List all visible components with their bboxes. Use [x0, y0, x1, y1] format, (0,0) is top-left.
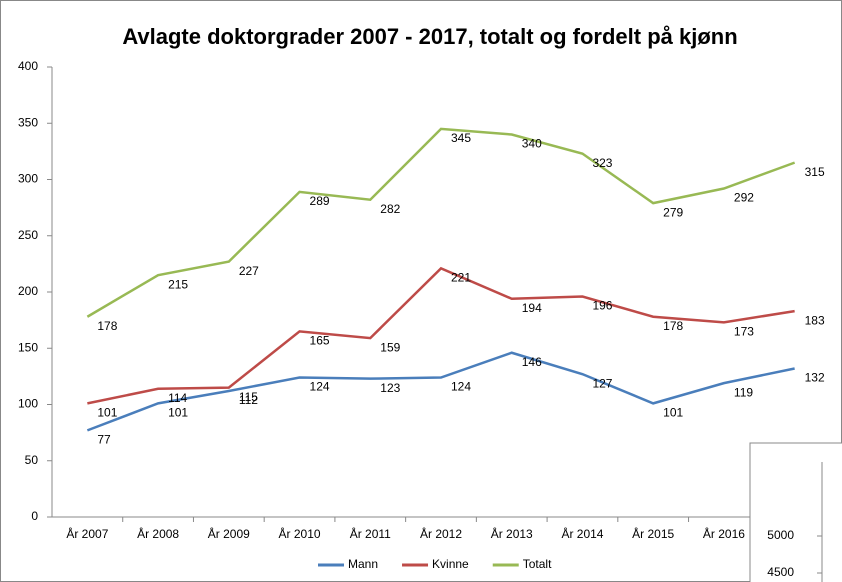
y-tick-label: 100 — [18, 397, 38, 411]
x-tick-label: År 2016 — [703, 526, 745, 541]
data-label: 146 — [522, 355, 542, 369]
data-label: 101 — [168, 406, 188, 420]
x-tick-label: År 2014 — [561, 526, 603, 541]
data-label: 77 — [97, 433, 111, 447]
y-tick-label: 350 — [18, 115, 38, 129]
data-label: 292 — [734, 191, 754, 205]
data-label: 282 — [380, 202, 400, 216]
data-label: 101 — [663, 406, 683, 420]
data-label: 221 — [451, 271, 471, 285]
data-label: 194 — [522, 301, 542, 315]
data-label: 173 — [734, 325, 754, 339]
data-label: 132 — [805, 371, 825, 385]
data-label: 124 — [451, 380, 471, 394]
overlay-y-tick-label: 4500 — [767, 565, 794, 579]
data-label: 227 — [239, 264, 259, 278]
data-label: 345 — [451, 131, 471, 145]
data-label: 101 — [97, 406, 117, 420]
data-label: 323 — [592, 156, 612, 170]
legend-label: Kvinne — [432, 557, 469, 571]
legend-label: Totalt — [523, 557, 552, 571]
data-label: 165 — [310, 334, 330, 348]
x-tick-label: År 2009 — [208, 526, 250, 541]
y-tick-label: 300 — [18, 172, 38, 186]
x-tick-label: År 2015 — [632, 526, 674, 541]
data-label: 123 — [380, 381, 400, 395]
y-tick-label: 400 — [18, 59, 38, 73]
series-line — [87, 266, 795, 405]
series-line — [86, 127, 796, 318]
data-label: 127 — [592, 376, 612, 390]
y-tick-label: 0 — [31, 509, 38, 523]
x-tick-label: År 2011 — [350, 526, 391, 541]
x-tick-label: År 2013 — [491, 526, 533, 541]
data-label: 183 — [805, 313, 825, 327]
data-label: 112 — [239, 393, 258, 407]
data-label: 124 — [310, 380, 330, 394]
x-tick-label: År 2010 — [279, 526, 321, 541]
legend-label: Mann — [348, 557, 378, 571]
chart-title: Avlagte doktorgrader 2007 - 2017, totalt… — [122, 24, 737, 49]
x-tick-label: År 2008 — [137, 526, 179, 541]
data-label: 119 — [734, 385, 753, 399]
data-label: 279 — [663, 205, 683, 219]
data-label: 178 — [97, 319, 117, 333]
data-label: 115 — [239, 390, 258, 404]
data-label: 178 — [663, 319, 683, 333]
data-label: 315 — [805, 165, 825, 179]
data-label: 196 — [592, 299, 612, 313]
data-label: 159 — [380, 340, 400, 354]
y-tick-label: 250 — [18, 228, 38, 242]
y-tick-label: 200 — [18, 284, 38, 298]
x-tick-label: År 2012 — [420, 526, 462, 541]
x-tick-label: År 2007 — [66, 526, 108, 541]
y-tick-label: 50 — [25, 453, 39, 467]
overlay-y-tick-label: 5000 — [767, 528, 794, 542]
data-label: 289 — [310, 194, 330, 208]
y-tick-label: 150 — [18, 340, 38, 354]
data-label: 340 — [522, 137, 542, 151]
series-line — [86, 351, 795, 432]
overlay-chart-border — [749, 442, 842, 582]
data-label: 215 — [168, 277, 188, 291]
data-label: 114 — [168, 391, 187, 405]
